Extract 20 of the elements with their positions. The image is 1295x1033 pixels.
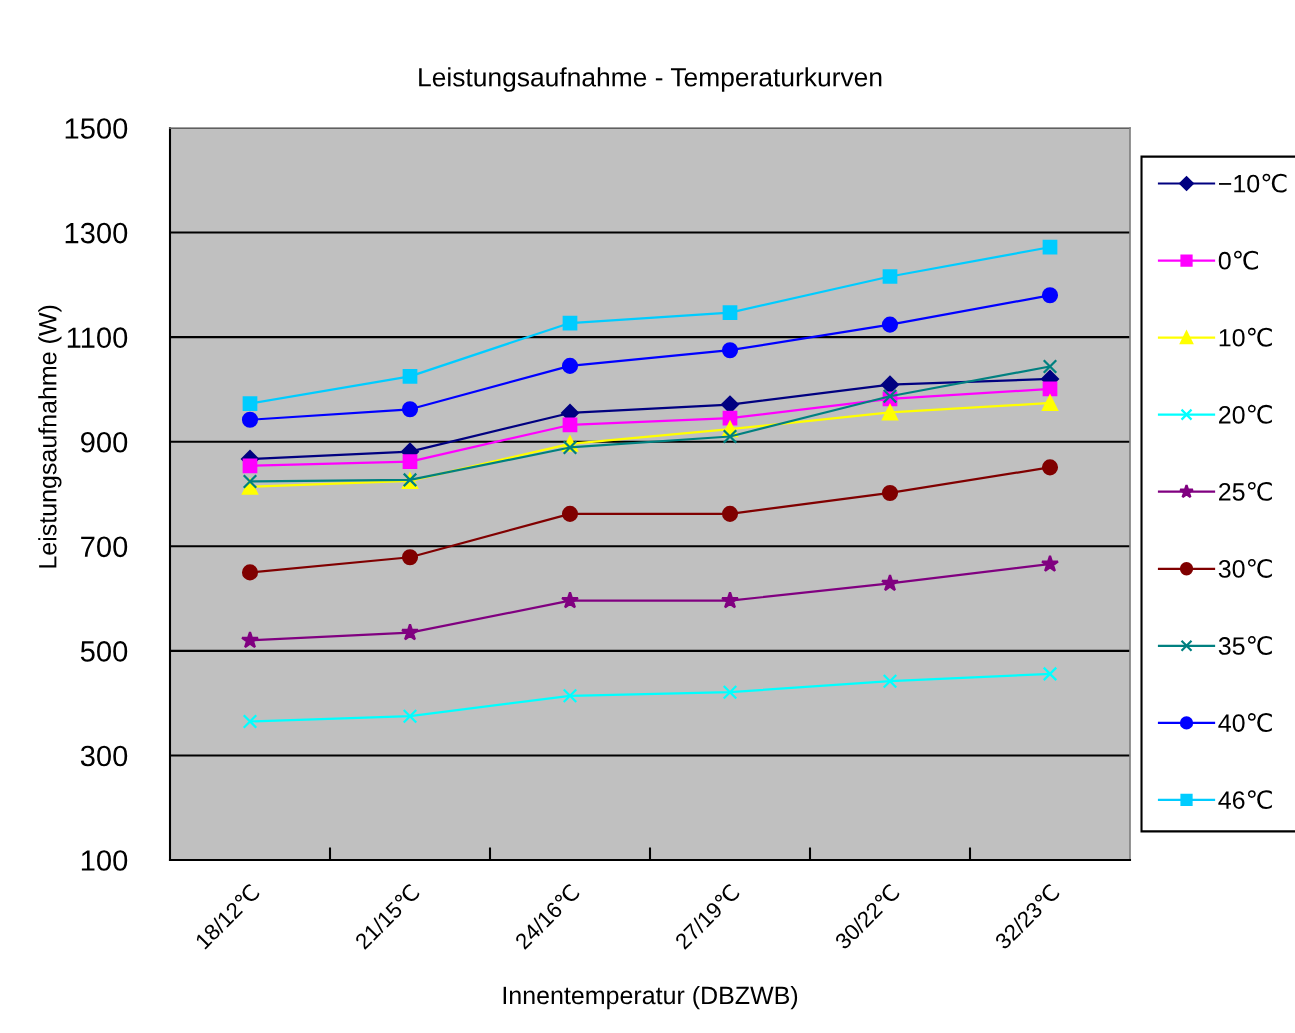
chart-title: Leistungsaufnahme - Temperaturkurven [419,67,882,92]
legend-label: 25℃ [1219,481,1272,501]
legend-label: 0℃ [1218,250,1258,270]
y-tick-label: 100 [81,850,128,871]
y-tick-label: 500 [80,641,128,662]
y-tick-label: 300 [80,745,128,767]
x-axis-title: Innentemperatur (DBZWB) [503,985,798,1010]
y-tick-label: 900 [81,431,128,453]
legend-label: 10℃ [1219,327,1272,347]
legend-label: 46℃ [1218,790,1272,810]
y-axis-title: Leistungsaufnahme (W) [38,305,62,568]
y-tick-label: 1100 [67,327,128,348]
legend-label: 35℃ [1218,636,1272,655]
y-tick-label: 1500 [65,118,128,139]
legend-label: 30℃ [1218,558,1272,578]
y-tick-label: 1300 [65,222,128,244]
legend-label: −10℃ [1219,173,1287,193]
y-tick-label: 700 [81,536,128,558]
legend-label: 20℃ [1219,404,1272,424]
legend-label: 40℃ [1218,713,1272,732]
